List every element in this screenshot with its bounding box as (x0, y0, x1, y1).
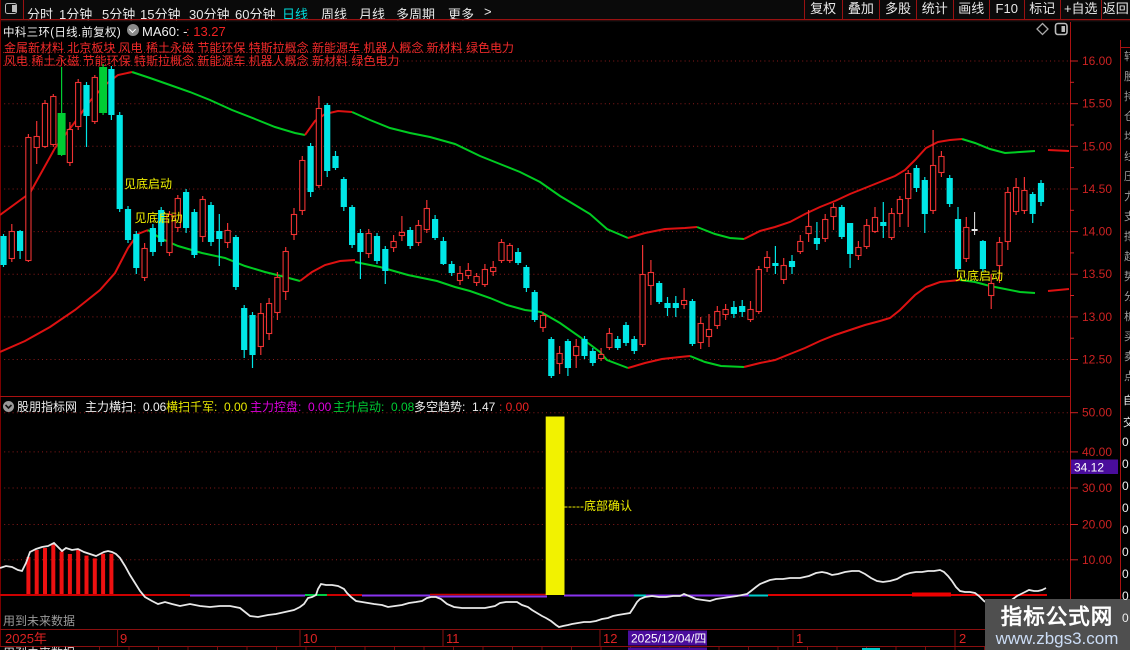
svg-text:13.00: 13.00 (1082, 310, 1112, 324)
svg-text:0: 0 (1122, 589, 1129, 603)
svg-text:均: 均 (1124, 130, 1130, 143)
svg-text:0.08: 0.08 (391, 400, 415, 414)
svg-text:撑: 撑 (1124, 229, 1130, 243)
svg-text:买: 买 (1124, 330, 1130, 343)
svg-text:卖: 卖 (1124, 350, 1130, 363)
svg-text:势: 势 (1124, 270, 1130, 283)
svg-text:见底启动: 见底启动 (955, 268, 1003, 283)
svg-text:0.00: 0.00 (224, 400, 248, 414)
svg-text:指标公式网: 指标公式网 (1001, 604, 1114, 629)
svg-text:转: 转 (1124, 49, 1130, 63)
svg-text:12.50: 12.50 (1082, 353, 1112, 367)
svg-text:-----底部确认: -----底部确认 (564, 498, 632, 513)
svg-text:多空趋势:: 多空趋势: (414, 400, 465, 414)
svg-text:11: 11 (446, 631, 460, 646)
svg-text:15.50: 15.50 (1082, 97, 1112, 111)
svg-text:力: 力 (1124, 190, 1130, 203)
svg-text:见底启动: 见底启动 (124, 176, 172, 191)
svg-text:0: 0 (1122, 457, 1129, 471)
svg-text:0: 0 (1122, 523, 1129, 537)
svg-text:1.47: 1.47 (472, 400, 496, 414)
svg-text:支: 支 (1124, 210, 1130, 223)
svg-text:分: 分 (1124, 290, 1130, 303)
svg-text:14.50: 14.50 (1082, 182, 1112, 196)
svg-text:34.12: 34.12 (1074, 461, 1104, 475)
svg-text:持: 持 (1124, 89, 1130, 103)
svg-text:16.00: 16.00 (1082, 54, 1112, 68)
svg-text:股朋指标网: 股朋指标网 (17, 399, 77, 414)
svg-text:2025年: 2025年 (5, 631, 47, 646)
svg-text:0: 0 (1122, 545, 1129, 559)
svg-text:横扫千军:: 横扫千军: (166, 400, 217, 414)
svg-text:2025/12/04/四: 2025/12/04/四 (631, 632, 706, 646)
svg-text:析: 析 (1124, 309, 1130, 323)
svg-text:40.00: 40.00 (1082, 445, 1112, 459)
svg-text:0: 0 (1122, 611, 1129, 625)
svg-text:30.00: 30.00 (1082, 481, 1112, 495)
svg-text:10: 10 (303, 631, 317, 646)
svg-text:主力横扫:: 主力横扫: (85, 400, 136, 414)
svg-text:9: 9 (120, 631, 127, 646)
svg-text:用到未来数据: 用到未来数据 (3, 613, 75, 628)
svg-text:0: 0 (1122, 435, 1129, 449)
svg-text:1: 1 (796, 631, 803, 646)
svg-text:13.50: 13.50 (1082, 267, 1112, 281)
svg-text:www.zbgs3.com: www.zbgs3.com (995, 629, 1119, 648)
svg-text:股: 股 (1124, 70, 1130, 83)
svg-text:0: 0 (1122, 567, 1129, 581)
svg-text:0: 0 (1122, 501, 1129, 515)
svg-text:趋: 趋 (1124, 250, 1130, 263)
svg-text:0.00: 0.00 (308, 400, 332, 414)
svg-text:点: 点 (1124, 370, 1130, 383)
svg-text:0.06: 0.06 (143, 400, 167, 414)
svg-text:交: 交 (1123, 415, 1130, 429)
svg-text:见底启动: 见底启动 (135, 210, 183, 225)
svg-text:12: 12 (603, 631, 617, 646)
svg-text:主升启动:: 主升启动: (333, 400, 384, 414)
svg-text:: 0.00: : 0.00 (499, 400, 529, 414)
svg-text:仓: 仓 (1124, 109, 1130, 123)
svg-text:线: 线 (1124, 149, 1130, 163)
svg-text:自: 自 (1123, 394, 1130, 407)
svg-text:0: 0 (1122, 479, 1129, 493)
svg-text:15.00: 15.00 (1082, 139, 1112, 153)
svg-text:主力控盘:: 主力控盘: (250, 399, 301, 414)
svg-text:50.00: 50.00 (1082, 406, 1112, 420)
svg-text:2: 2 (959, 631, 966, 646)
svg-text:20.00: 20.00 (1082, 518, 1112, 532)
svg-text:用刭未来数抿: 用刭未来数抿 (3, 645, 75, 650)
svg-text:10.00: 10.00 (1082, 553, 1112, 567)
svg-text:14.00: 14.00 (1082, 225, 1112, 239)
svg-text:压: 压 (1124, 170, 1130, 183)
